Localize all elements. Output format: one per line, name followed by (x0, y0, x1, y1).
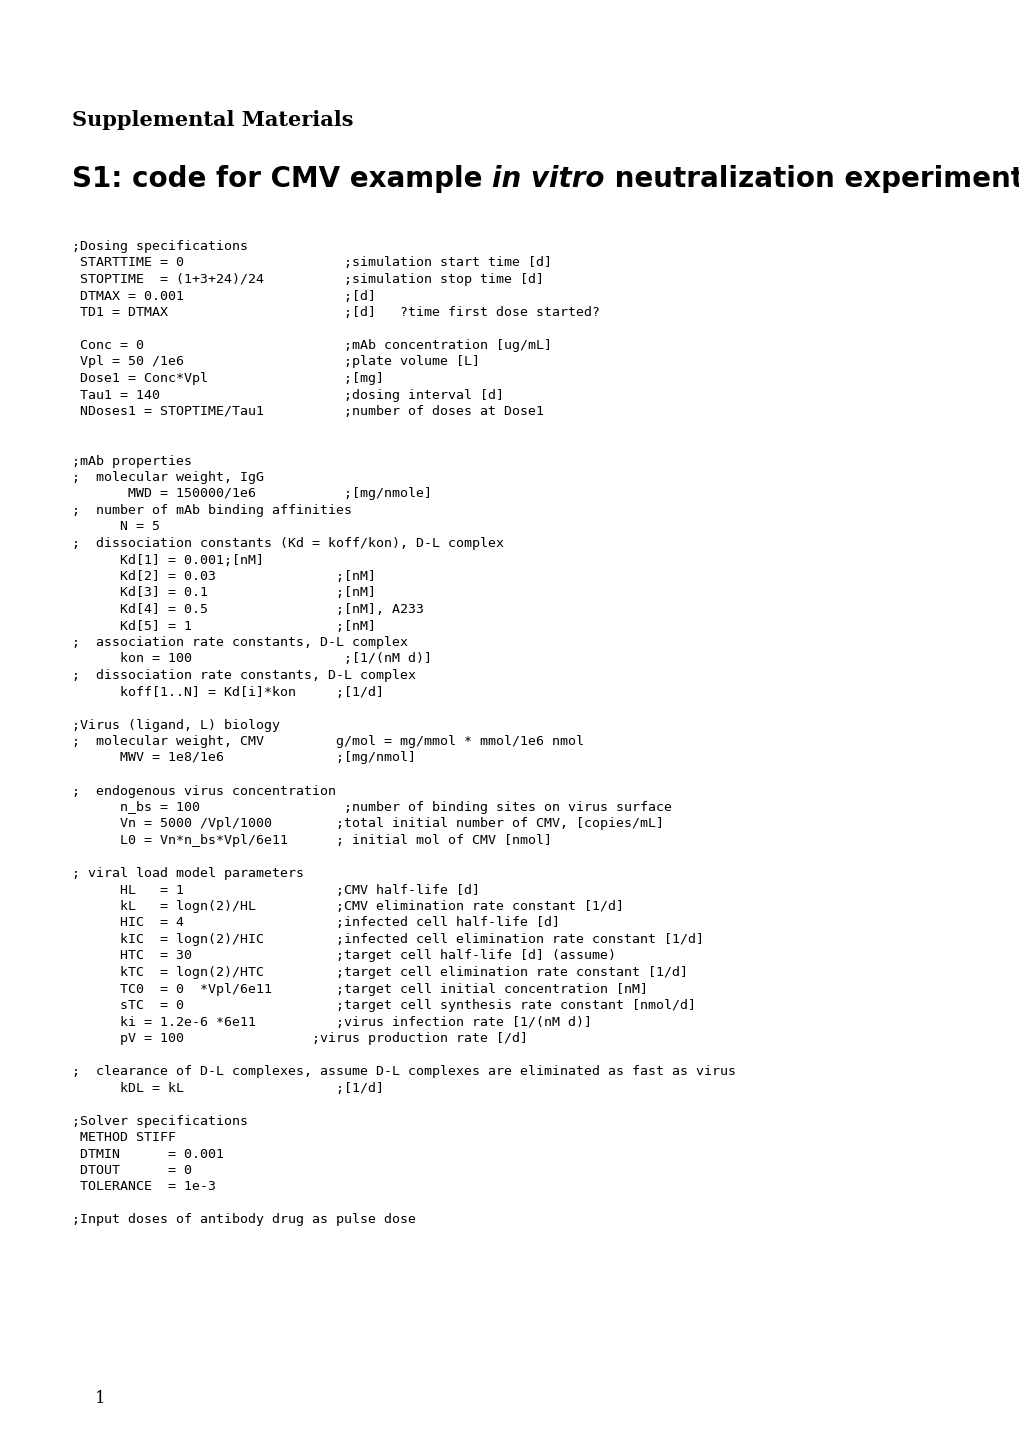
Text: S1: code for CMV example: S1: code for CMV example (72, 165, 491, 193)
Text: TC0  = 0  *Vpl/6e11        ;target cell initial concentration [nM]: TC0 = 0 *Vpl/6e11 ;target cell initial c… (72, 983, 647, 996)
Text: ;  molecular weight, CMV         g/mol = mg/mmol * mmol/1e6 nmol: ; molecular weight, CMV g/mol = mg/mmol … (72, 734, 584, 747)
Text: ;  endogenous virus concentration: ; endogenous virus concentration (72, 785, 335, 798)
Text: Tau1 = 140                       ;dosing interval [d]: Tau1 = 140 ;dosing interval [d] (72, 388, 503, 401)
Text: Kd[4] = 0.5                ;[nM], A233: Kd[4] = 0.5 ;[nM], A233 (72, 603, 424, 616)
Text: TD1 = DTMAX                      ;[d]   ?time first dose started?: TD1 = DTMAX ;[d] ?time first dose starte… (72, 306, 599, 319)
Text: ;  dissociation rate constants, D-L complex: ; dissociation rate constants, D-L compl… (72, 670, 416, 683)
Text: N = 5: N = 5 (72, 521, 160, 534)
Text: ;Input doses of antibody drug as pulse dose: ;Input doses of antibody drug as pulse d… (72, 1214, 416, 1227)
Text: ;  number of mAb binding affinities: ; number of mAb binding affinities (72, 504, 352, 517)
Text: ;Virus (ligand, L) biology: ;Virus (ligand, L) biology (72, 719, 280, 732)
Text: DTMAX = 0.001                    ;[d]: DTMAX = 0.001 ;[d] (72, 290, 376, 303)
Text: L0 = Vn*n_bs*Vpl/6e11      ; initial mol of CMV [nmol]: L0 = Vn*n_bs*Vpl/6e11 ; initial mol of C… (72, 834, 551, 847)
Text: kon = 100                   ;[1/(nM d)]: kon = 100 ;[1/(nM d)] (72, 652, 432, 665)
Text: HIC  = 4                   ;infected cell half-life [d]: HIC = 4 ;infected cell half-life [d] (72, 916, 559, 929)
Text: kL   = logn(2)/HL          ;CMV elimination rate constant [1/d]: kL = logn(2)/HL ;CMV elimination rate co… (72, 900, 624, 913)
Text: ki = 1.2e-6 *6e11          ;virus infection rate [1/(nM d)]: ki = 1.2e-6 *6e11 ;virus infection rate … (72, 1016, 591, 1029)
Text: ;  dissociation constants (Kd = koff/kon), D-L complex: ; dissociation constants (Kd = koff/kon)… (72, 537, 503, 550)
Text: Vn = 5000 /Vpl/1000        ;total initial number of CMV, [copies/mL]: Vn = 5000 /Vpl/1000 ;total initial numbe… (72, 818, 663, 831)
Text: n_bs = 100                  ;number of binding sites on virus surface: n_bs = 100 ;number of binding sites on v… (72, 801, 672, 814)
Text: STARTTIME = 0                    ;simulation start time [d]: STARTTIME = 0 ;simulation start time [d] (72, 257, 551, 270)
Text: METHOD STIFF: METHOD STIFF (72, 1131, 176, 1144)
Text: Vpl = 50 /1e6                    ;plate volume [L]: Vpl = 50 /1e6 ;plate volume [L] (72, 355, 480, 368)
Text: Kd[5] = 1                  ;[nM]: Kd[5] = 1 ;[nM] (72, 619, 376, 632)
Text: HTC  = 30                  ;target cell half-life [d] (assume): HTC = 30 ;target cell half-life [d] (ass… (72, 949, 615, 962)
Text: Kd[2] = 0.03               ;[nM]: Kd[2] = 0.03 ;[nM] (72, 570, 376, 583)
Text: HL   = 1                   ;CMV half-life [d]: HL = 1 ;CMV half-life [d] (72, 883, 480, 896)
Text: in vitro: in vitro (491, 165, 604, 193)
Text: NDoses1 = STOPTIME/Tau1          ;number of doses at Dose1: NDoses1 = STOPTIME/Tau1 ;number of doses… (72, 405, 543, 418)
Text: ;mAb properties: ;mAb properties (72, 455, 192, 468)
Text: Supplemental Materials: Supplemental Materials (72, 110, 354, 130)
Text: kTC  = logn(2)/HTC         ;target cell elimination rate constant [1/d]: kTC = logn(2)/HTC ;target cell eliminati… (72, 965, 688, 978)
Text: MWD = 150000/1e6           ;[mg/nmole]: MWD = 150000/1e6 ;[mg/nmole] (72, 488, 432, 501)
Text: STOPTIME  = (1+3+24)/24          ;simulation stop time [d]: STOPTIME = (1+3+24)/24 ;simulation stop … (72, 273, 543, 286)
Text: ;  association rate constants, D-L complex: ; association rate constants, D-L comple… (72, 636, 408, 649)
Text: Conc = 0                         ;mAb concentration [ug/mL]: Conc = 0 ;mAb concentration [ug/mL] (72, 339, 551, 352)
Text: ; viral load model parameters: ; viral load model parameters (72, 867, 304, 880)
Text: ;Dosing specifications: ;Dosing specifications (72, 240, 248, 253)
Text: kIC  = logn(2)/HIC         ;infected cell elimination rate constant [1/d]: kIC = logn(2)/HIC ;infected cell elimina… (72, 934, 703, 947)
Text: ;  clearance of D-L complexes, assume D-L complexes are eliminated as fast as vi: ; clearance of D-L complexes, assume D-L… (72, 1065, 736, 1078)
Text: DTOUT      = 0: DTOUT = 0 (72, 1165, 192, 1177)
Text: Kd[3] = 0.1                ;[nM]: Kd[3] = 0.1 ;[nM] (72, 586, 376, 599)
Text: ;Solver specifications: ;Solver specifications (72, 1114, 248, 1127)
Text: TOLERANCE  = 1e-3: TOLERANCE = 1e-3 (72, 1180, 216, 1193)
Text: pV = 100                ;virus production rate [/d]: pV = 100 ;virus production rate [/d] (72, 1032, 528, 1045)
Text: 1: 1 (95, 1390, 105, 1407)
Text: MWV = 1e8/1e6              ;[mg/nmol]: MWV = 1e8/1e6 ;[mg/nmol] (72, 752, 416, 765)
Text: Kd[1] = 0.001;[nM]: Kd[1] = 0.001;[nM] (72, 554, 264, 567)
Text: sTC  = 0                   ;target cell synthesis rate constant [nmol/d]: sTC = 0 ;target cell synthesis rate cons… (72, 999, 695, 1012)
Text: Dose1 = Conc*Vpl                 ;[mg]: Dose1 = Conc*Vpl ;[mg] (72, 372, 383, 385)
Text: neutralization experiment: neutralization experiment (604, 165, 1019, 193)
Text: DTMIN      = 0.001: DTMIN = 0.001 (72, 1147, 224, 1160)
Text: kDL = kL                   ;[1/d]: kDL = kL ;[1/d] (72, 1081, 383, 1094)
Text: ;  molecular weight, IgG: ; molecular weight, IgG (72, 470, 264, 483)
Text: koff[1..N] = Kd[i]*kon     ;[1/d]: koff[1..N] = Kd[i]*kon ;[1/d] (72, 685, 383, 698)
